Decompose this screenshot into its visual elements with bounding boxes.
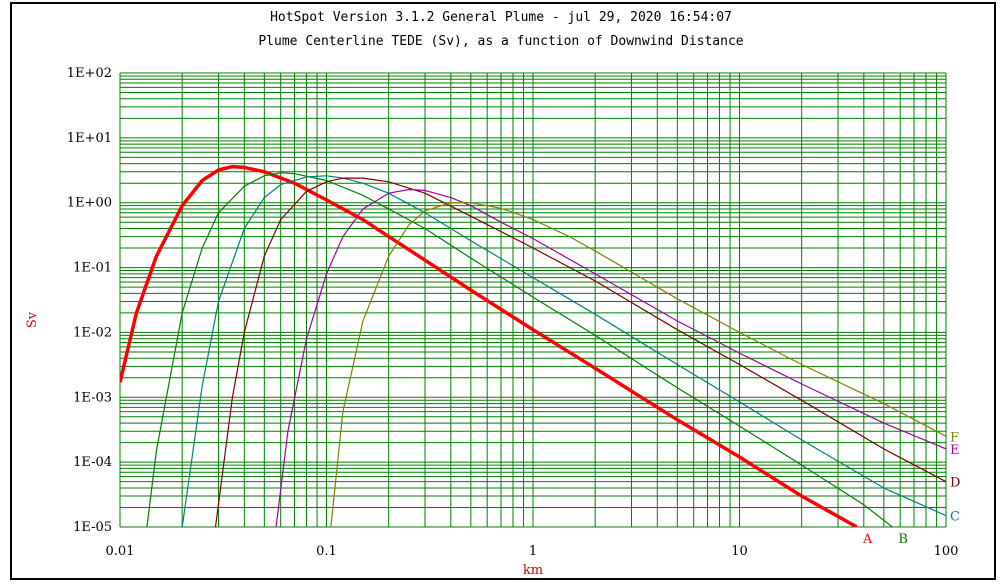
tick-labels: 1E+02 1E+01 1E+00 1E-01 1E-02 1E-03 1E-04 1E-05…: [67, 66, 959, 559]
y-tick-label: 1E-02: [73, 325, 112, 340]
chart-title: HotSpot Version 3.1.2 General Plume - ju…: [270, 10, 732, 25]
y-axis-label: Sv: [25, 311, 40, 328]
x-tick-label: 1: [529, 544, 537, 559]
y-tick-label: 1E-04: [73, 455, 112, 470]
x-tick-label: 0.1: [316, 544, 337, 559]
y-tick-label: 1E+01: [67, 131, 112, 146]
series-label-a: A: [862, 532, 873, 547]
series-label-e: E: [950, 443, 960, 458]
series-label-f: F: [950, 430, 959, 445]
y-tick-label: 1E-03: [73, 390, 112, 405]
y-tick-label: 1E-01: [73, 261, 112, 276]
y-tick-label: 1E+02: [67, 66, 112, 81]
x-tick-label: 10: [731, 544, 748, 559]
x-tick-label: 0.01: [106, 544, 135, 559]
series-line-a: [120, 164, 858, 527]
x-axis-label: km: [523, 563, 543, 578]
series-line-c: [181, 175, 946, 527]
x-tick-label: 100: [934, 544, 959, 559]
series-line-e: [275, 188, 946, 527]
series-label-b: B: [898, 532, 908, 547]
series-label-d: D: [950, 476, 960, 491]
y-tick-label: 1E+00: [67, 196, 112, 211]
series-line-f: [330, 202, 946, 527]
series-line-b: [146, 172, 893, 527]
grid-lines: [119, 72, 947, 528]
y-tick-label: 1E-05: [73, 520, 112, 535]
series-line-d: [214, 177, 946, 527]
series-lines: [120, 164, 946, 527]
series-labels: A B C D EF: [862, 430, 961, 547]
series-label-c: C: [950, 510, 960, 525]
chart-subtitle: Plume Centerline TEDE (Sv), as a functio…: [258, 34, 744, 49]
